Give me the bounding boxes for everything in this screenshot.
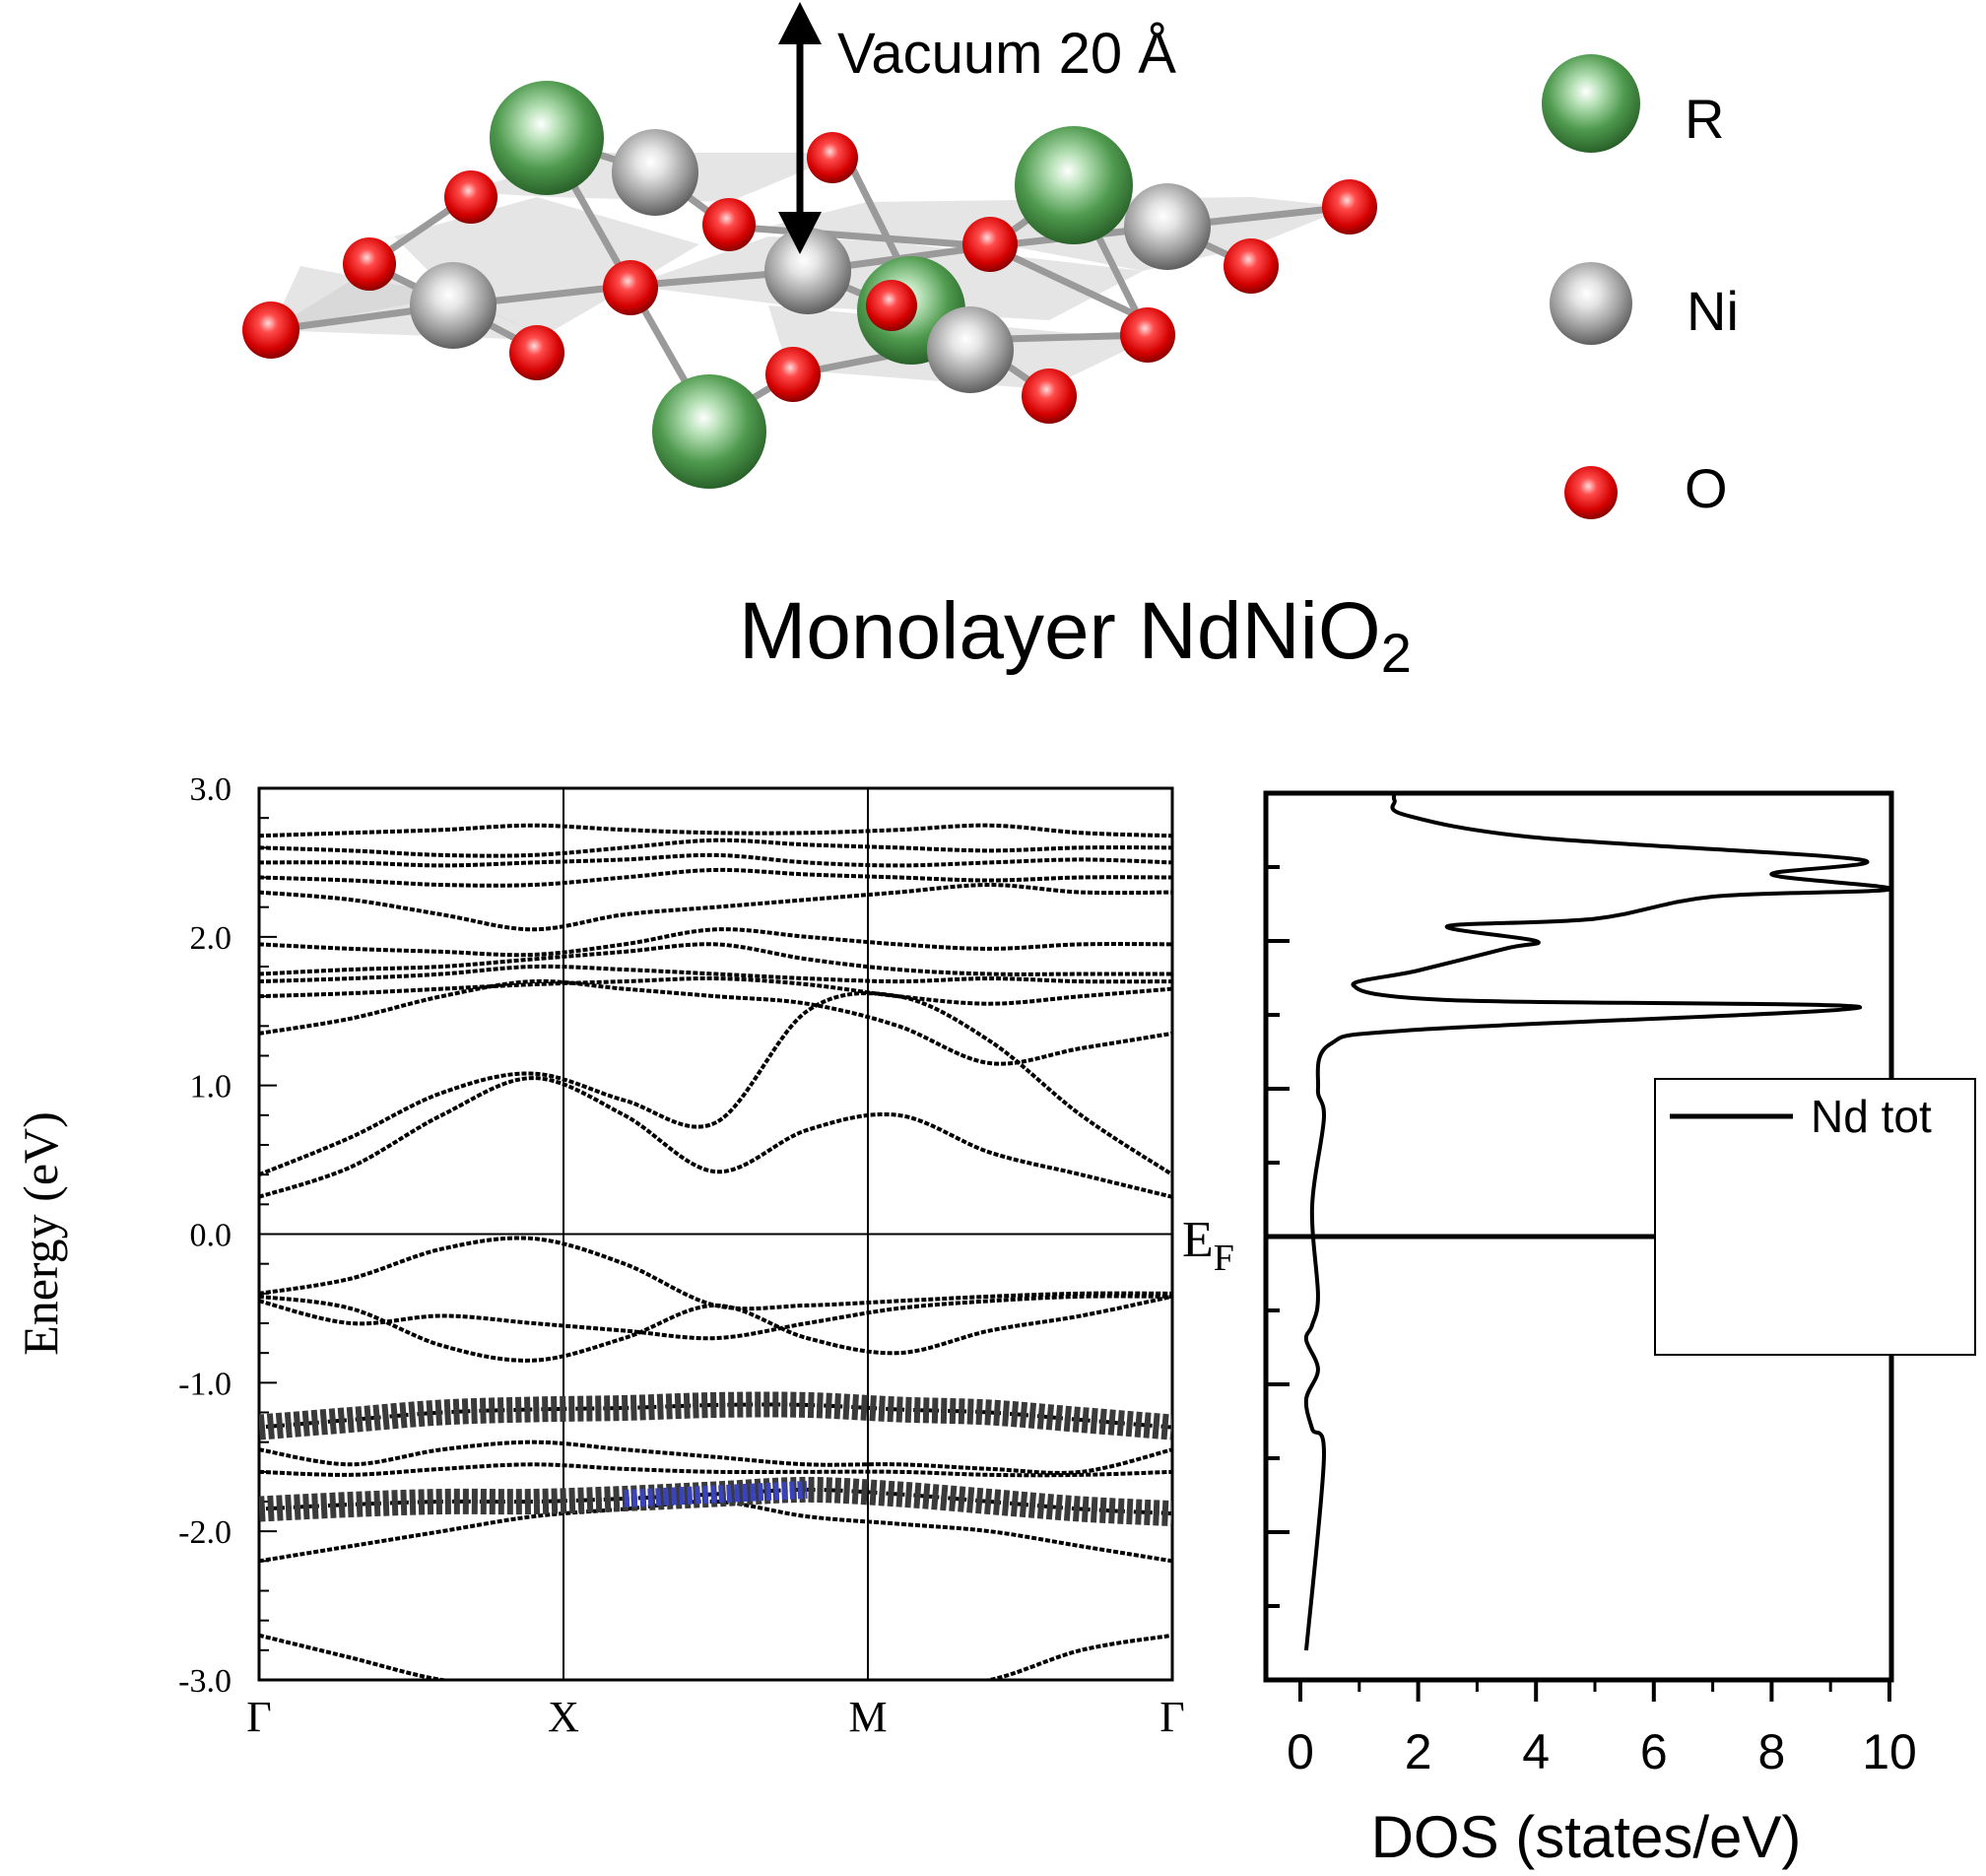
band-line	[259, 852, 1172, 868]
dos-xlabel: DOS (states/eV)	[1371, 1804, 1802, 1870]
dos-xtick-label: 6	[1640, 1724, 1668, 1779]
title-subscript: 2	[1381, 622, 1412, 684]
o-atom	[962, 217, 1018, 272]
o-atom	[1022, 368, 1077, 424]
ni-atom	[764, 228, 851, 314]
dos-legend-box	[1654, 1078, 1976, 1356]
title-main: Monolayer NdNiO	[739, 586, 1381, 676]
band-line	[259, 927, 1172, 958]
band-ytick-label: 0.0	[190, 1218, 232, 1254]
fermi-label-main: E	[1182, 1212, 1214, 1268]
fermi-label-sub: F	[1214, 1238, 1234, 1279]
o-legend-label: O	[1685, 457, 1728, 519]
o-atom	[444, 170, 497, 224]
vacuum-arrow: Vacuum 20 Å	[778, 2, 1176, 254]
o-atom	[1120, 307, 1175, 363]
ni-atom	[1124, 183, 1211, 270]
dos-curve	[1303, 793, 1891, 1651]
band-line	[259, 1076, 1172, 1199]
dos-legend: Nd tot	[1654, 1078, 1976, 1356]
dos-xtick-label: 0	[1287, 1724, 1314, 1779]
flat-band	[259, 1391, 1172, 1440]
dos-curves	[1303, 793, 1891, 1651]
kpoint-label: X	[548, 1693, 579, 1741]
band-ytick-label: -2.0	[178, 1514, 232, 1551]
r-legend-label: R	[1685, 88, 1724, 150]
band-line	[259, 1462, 1172, 1478]
o-atom	[603, 260, 658, 315]
ni-legend-label: Ni	[1687, 280, 1739, 342]
atom-legend: R Ni O	[1542, 54, 1739, 519]
o-atom	[765, 347, 821, 402]
dos-legend-label: Nd tot	[1811, 1091, 1932, 1142]
crystal-structure: Vacuum 20 Å	[242, 2, 1377, 489]
band-line	[259, 1236, 1172, 1311]
band-line	[259, 1294, 1172, 1363]
band-ytick-label: 1.0	[190, 1069, 232, 1106]
ni-legend-icon	[1550, 262, 1632, 345]
band-line	[259, 823, 1172, 838]
o-atom	[1224, 238, 1279, 294]
dos-ticks: 0 2 4 6 8 10	[1266, 791, 1917, 1779]
o-atom	[343, 237, 396, 291]
dos-chart: 0 2 4 6 8 10 EF DOS (states/eV) Nd tot	[1182, 790, 1976, 1870]
band-ytick-label: -1.0	[178, 1366, 232, 1402]
figure-title: Monolayer NdNiO2	[739, 586, 1412, 684]
ni-atom	[612, 129, 698, 216]
o-atom	[866, 280, 917, 331]
dos-xtick-label: 4	[1522, 1724, 1550, 1779]
band-line	[259, 838, 1172, 858]
r-legend-icon	[1542, 54, 1640, 153]
o-atom	[242, 302, 299, 359]
r-atom	[1015, 126, 1133, 244]
band-line	[259, 942, 1172, 976]
band-line	[259, 964, 1172, 984]
o-atom	[1322, 179, 1377, 234]
flat-bands	[259, 1391, 1172, 1527]
kpoint-label: M	[848, 1693, 887, 1741]
band-line	[259, 976, 1172, 1006]
ni-atom	[410, 262, 496, 349]
kpoint-label: Γ	[246, 1693, 271, 1741]
band-lines	[259, 823, 1172, 1680]
r-atom	[652, 374, 766, 489]
band-line	[259, 1633, 1172, 1680]
o-atom	[509, 325, 564, 380]
vacuum-label: Vacuum 20 Å	[837, 22, 1176, 86]
band-line	[259, 1294, 1172, 1341]
band-line	[259, 978, 1172, 1066]
fermi-label: EF	[1182, 1212, 1234, 1279]
band-ytick-label: 2.0	[190, 920, 232, 957]
band-line	[259, 1440, 1172, 1475]
dos-xtick-label: 10	[1862, 1724, 1917, 1779]
o-atom	[702, 198, 756, 251]
o-atom	[807, 132, 858, 183]
band-ytick-label: 3.0	[190, 771, 232, 808]
r-atom	[490, 81, 604, 195]
band-line	[259, 991, 1172, 1177]
band-structure-chart: 3.0 2.0 1.0 0.0 -1.0 -2.0 -3.0 Γ X M Γ Energy (eV…	[13, 771, 1185, 1741]
band-line	[259, 867, 1172, 888]
o-legend-icon	[1564, 466, 1618, 519]
dos-xtick-label: 2	[1405, 1724, 1432, 1779]
dos-xtick-label: 8	[1757, 1724, 1785, 1779]
atoms	[242, 81, 1377, 489]
flat-band-highlight	[624, 1480, 808, 1508]
band-ylabel: Energy (eV)	[13, 1111, 68, 1356]
ni-atom	[927, 306, 1014, 393]
kpoint-label: Γ	[1159, 1693, 1184, 1741]
band-ytick-label: -3.0	[178, 1663, 232, 1700]
band-line	[259, 883, 1172, 932]
